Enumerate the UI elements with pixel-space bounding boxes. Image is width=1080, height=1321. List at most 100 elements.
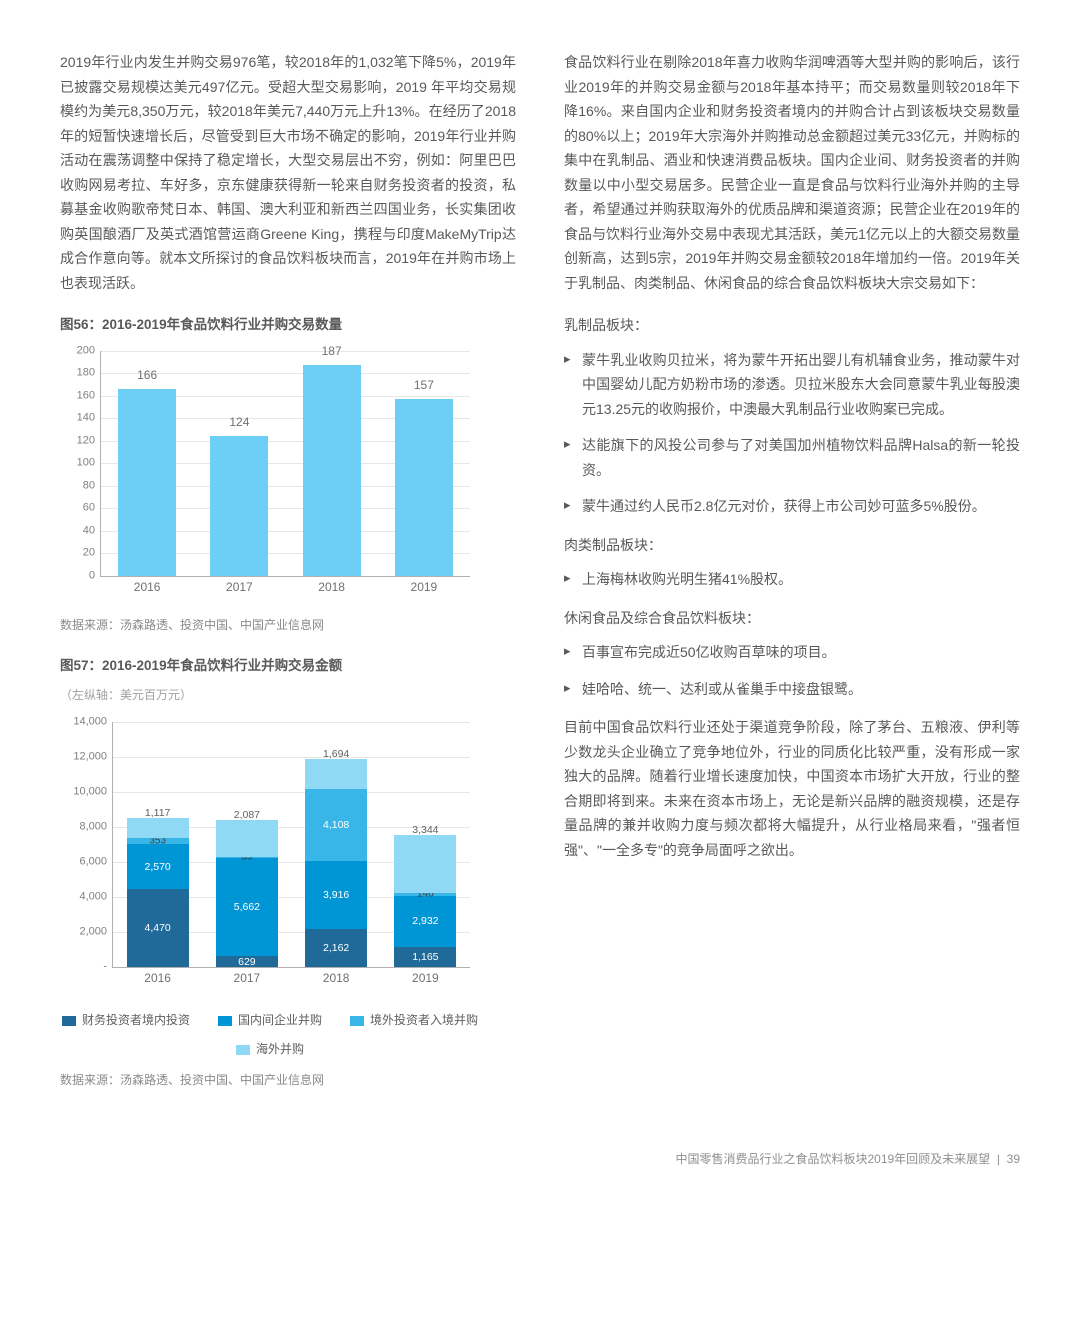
legend-label: 财务投资者境内投资 [82,1010,190,1031]
chart57-title: 图57：2016-2019年食品饮料行业并购交易金额 [60,654,516,678]
chart57-segment: 4,108 [305,789,367,861]
chart57-xlabel: 2017 [217,968,277,989]
chart56-xlabel: 2019 [394,577,454,598]
list-item: 百事宣布完成近50亿收购百草味的项目。 [564,640,1020,665]
chart56-bar-value: 166 [137,365,157,386]
dairy-label: 乳制品板块： [564,313,1020,338]
chart56-xlabel: 2017 [209,577,269,598]
chart57-legend: 财务投资者境内投资 国内间企业并购 境外投资者入境并购海外并购 [60,1010,480,1060]
chart57-segment: 2,932 [394,896,456,947]
right-column: 食品饮料行业在剔除2018年喜力收购华润啤酒等大型并购的影响后，该行业2019年… [564,50,1020,1109]
chart56-ylabel: 0 [63,566,95,585]
chart57-ylabel: 12,000 [63,748,107,767]
footer-text: 中国零售消费品行业之食品饮料板块2019年回顾及未来展望 [675,1152,990,1166]
chart57: - 2,000 4,000 6,000 8,000 10,000 12,000 14,000 4… [60,716,480,996]
chart57-segment: 2,162 [305,929,367,967]
chart57-segment: 1,694 [305,759,367,789]
chart56-ylabel: 60 [63,499,95,518]
chart56-source: 数据来源：汤森路透、投资中国、中国产业信息网 [60,615,516,636]
chart57-ylabel: 6,000 [63,853,107,872]
chart57-segment: 39 [216,857,278,858]
chart57-segment: 5,662 [216,857,278,956]
chart56: 0204060801001201401601802001662016124201… [60,345,480,605]
legend-label: 海外并购 [256,1039,304,1060]
chart57-xlabel: 2018 [306,968,366,989]
right-p2: 目前中国食品饮料行业还处于渠道竞争阶段，除了茅台、五粮液、伊利等少数龙头企业确立… [564,715,1020,862]
chart57-subtitle: （左纵轴：美元百万元） [60,685,516,706]
chart57-ylabel: 10,000 [63,783,107,802]
chart57-seg-value: 2,087 [216,806,278,824]
legend-swatch [218,1016,232,1026]
list-item: 娃哈哈、统一、达利或从雀巢手中接盘银鹭。 [564,677,1020,702]
legend-item: 财务投资者境内投资 [62,1010,190,1031]
chart57-segment: 146 [394,893,456,896]
legend-swatch [62,1016,76,1026]
chart56-xlabel: 2016 [117,577,177,598]
dairy-list: 蒙牛乳业收购贝拉米，将为蒙牛开拓出婴儿有机辅食业务，推动蒙牛对中国婴幼儿配方奶粉… [564,348,1020,519]
chart57-seg-value: 3,344 [394,821,456,839]
chart56-ylabel: 20 [63,544,95,563]
legend-item: 国内间企业并购 [218,1010,322,1031]
chart57-seg-value: 2,570 [127,857,189,875]
chart57-xlabel: 2019 [395,968,455,989]
list-item: 达能旗下的风投公司参与了对美国加州植物饮料品牌Halsa的新一轮投资。 [564,433,1020,482]
list-item: 蒙牛通过约人民币2.8亿元对价，获得上市公司妙可蓝多5%股份。 [564,494,1020,519]
chart56-ylabel: 140 [63,409,95,428]
chart56-ylabel: 80 [63,476,95,495]
chart57-ylabel: 4,000 [63,888,107,907]
chart57-seg-value: 4,470 [127,919,189,937]
meat-label: 肉类制品板块： [564,533,1020,558]
list-item: 上海梅林收购光明生猪41%股权。 [564,567,1020,592]
chart57-seg-value: 2,932 [394,912,456,930]
intro-paragraph: 2019年行业内发生并购交易976笔，较2018年的1,032笔下降5%，201… [60,50,516,295]
chart56-bar [118,389,176,576]
chart57-segment: 3,344 [394,835,456,894]
page-layout: 2019年行业内发生并购交易976笔，较2018年的1,032笔下降5%，201… [60,50,1020,1109]
chart57-segment: 629 [216,956,278,967]
legend-item: 境外投资者入境并购 [350,1010,478,1031]
chart56-bar [395,399,453,576]
chart56-bar-value: 157 [414,375,434,396]
chart57-xlabel: 2016 [128,968,188,989]
chart57-segment: 1,117 [127,818,189,838]
snack-label: 休闲食品及综合食品饮料板块： [564,606,1020,631]
chart57-segment: 2,087 [216,820,278,857]
chart56-ylabel: 160 [63,386,95,405]
chart57-ylabel: 8,000 [63,818,107,837]
meat-list: 上海梅林收购光明生猪41%股权。 [564,567,1020,592]
chart57-ylabel: 2,000 [63,923,107,942]
chart57-seg-value: 3,916 [305,886,367,904]
right-p1: 食品饮料行业在剔除2018年喜力收购华润啤酒等大型并购的影响后，该行业2019年… [564,50,1020,295]
chart57-seg-value: 2,162 [305,939,367,957]
legend-swatch [236,1045,250,1055]
chart57-seg-value: 1,165 [394,948,456,966]
chart57-segment: 3,916 [305,861,367,930]
legend-item: 海外并购 [236,1039,304,1060]
chart57-seg-value: 4,108 [305,816,367,834]
chart57-seg-value: 1,694 [305,745,367,763]
chart56-bar-value: 124 [229,412,249,433]
chart57-segment: 1,165 [394,947,456,967]
chart57-segment: 4,470 [127,889,189,967]
left-column: 2019年行业内发生并购交易976笔，较2018年的1,032笔下降5%，201… [60,50,516,1109]
legend-label: 境外投资者入境并购 [370,1010,478,1031]
chart57-seg-value: 1,117 [127,804,189,822]
chart56-ylabel: 200 [63,341,95,360]
chart57-source: 数据来源：汤森路透、投资中国、中国产业信息网 [60,1070,516,1091]
snack-list: 百事宣布完成近50亿收购百草味的项目。娃哈哈、统一、达利或从雀巢手中接盘银鹭。 [564,640,1020,701]
chart56-ylabel: 40 [63,521,95,540]
list-item: 蒙牛乳业收购贝拉米，将为蒙牛开拓出婴儿有机辅食业务，推动蒙牛对中国婴幼儿配方奶粉… [564,348,1020,422]
legend-swatch [350,1016,364,1026]
chart57-segment: 2,570 [127,844,189,889]
legend-label: 国内间企业并购 [238,1010,322,1031]
footer-page: 39 [1007,1152,1020,1166]
chart56-ylabel: 100 [63,454,95,473]
chart57-ylabel: - [63,958,107,977]
chart57-seg-value: 5,662 [216,898,278,916]
chart56-bar [210,436,268,576]
chart56-bar [303,365,361,575]
chart56-ylabel: 120 [63,431,95,450]
chart57-ylabel: 14,000 [63,713,107,732]
chart57-segment: 353 [127,838,189,844]
chart56-ylabel: 180 [63,364,95,383]
